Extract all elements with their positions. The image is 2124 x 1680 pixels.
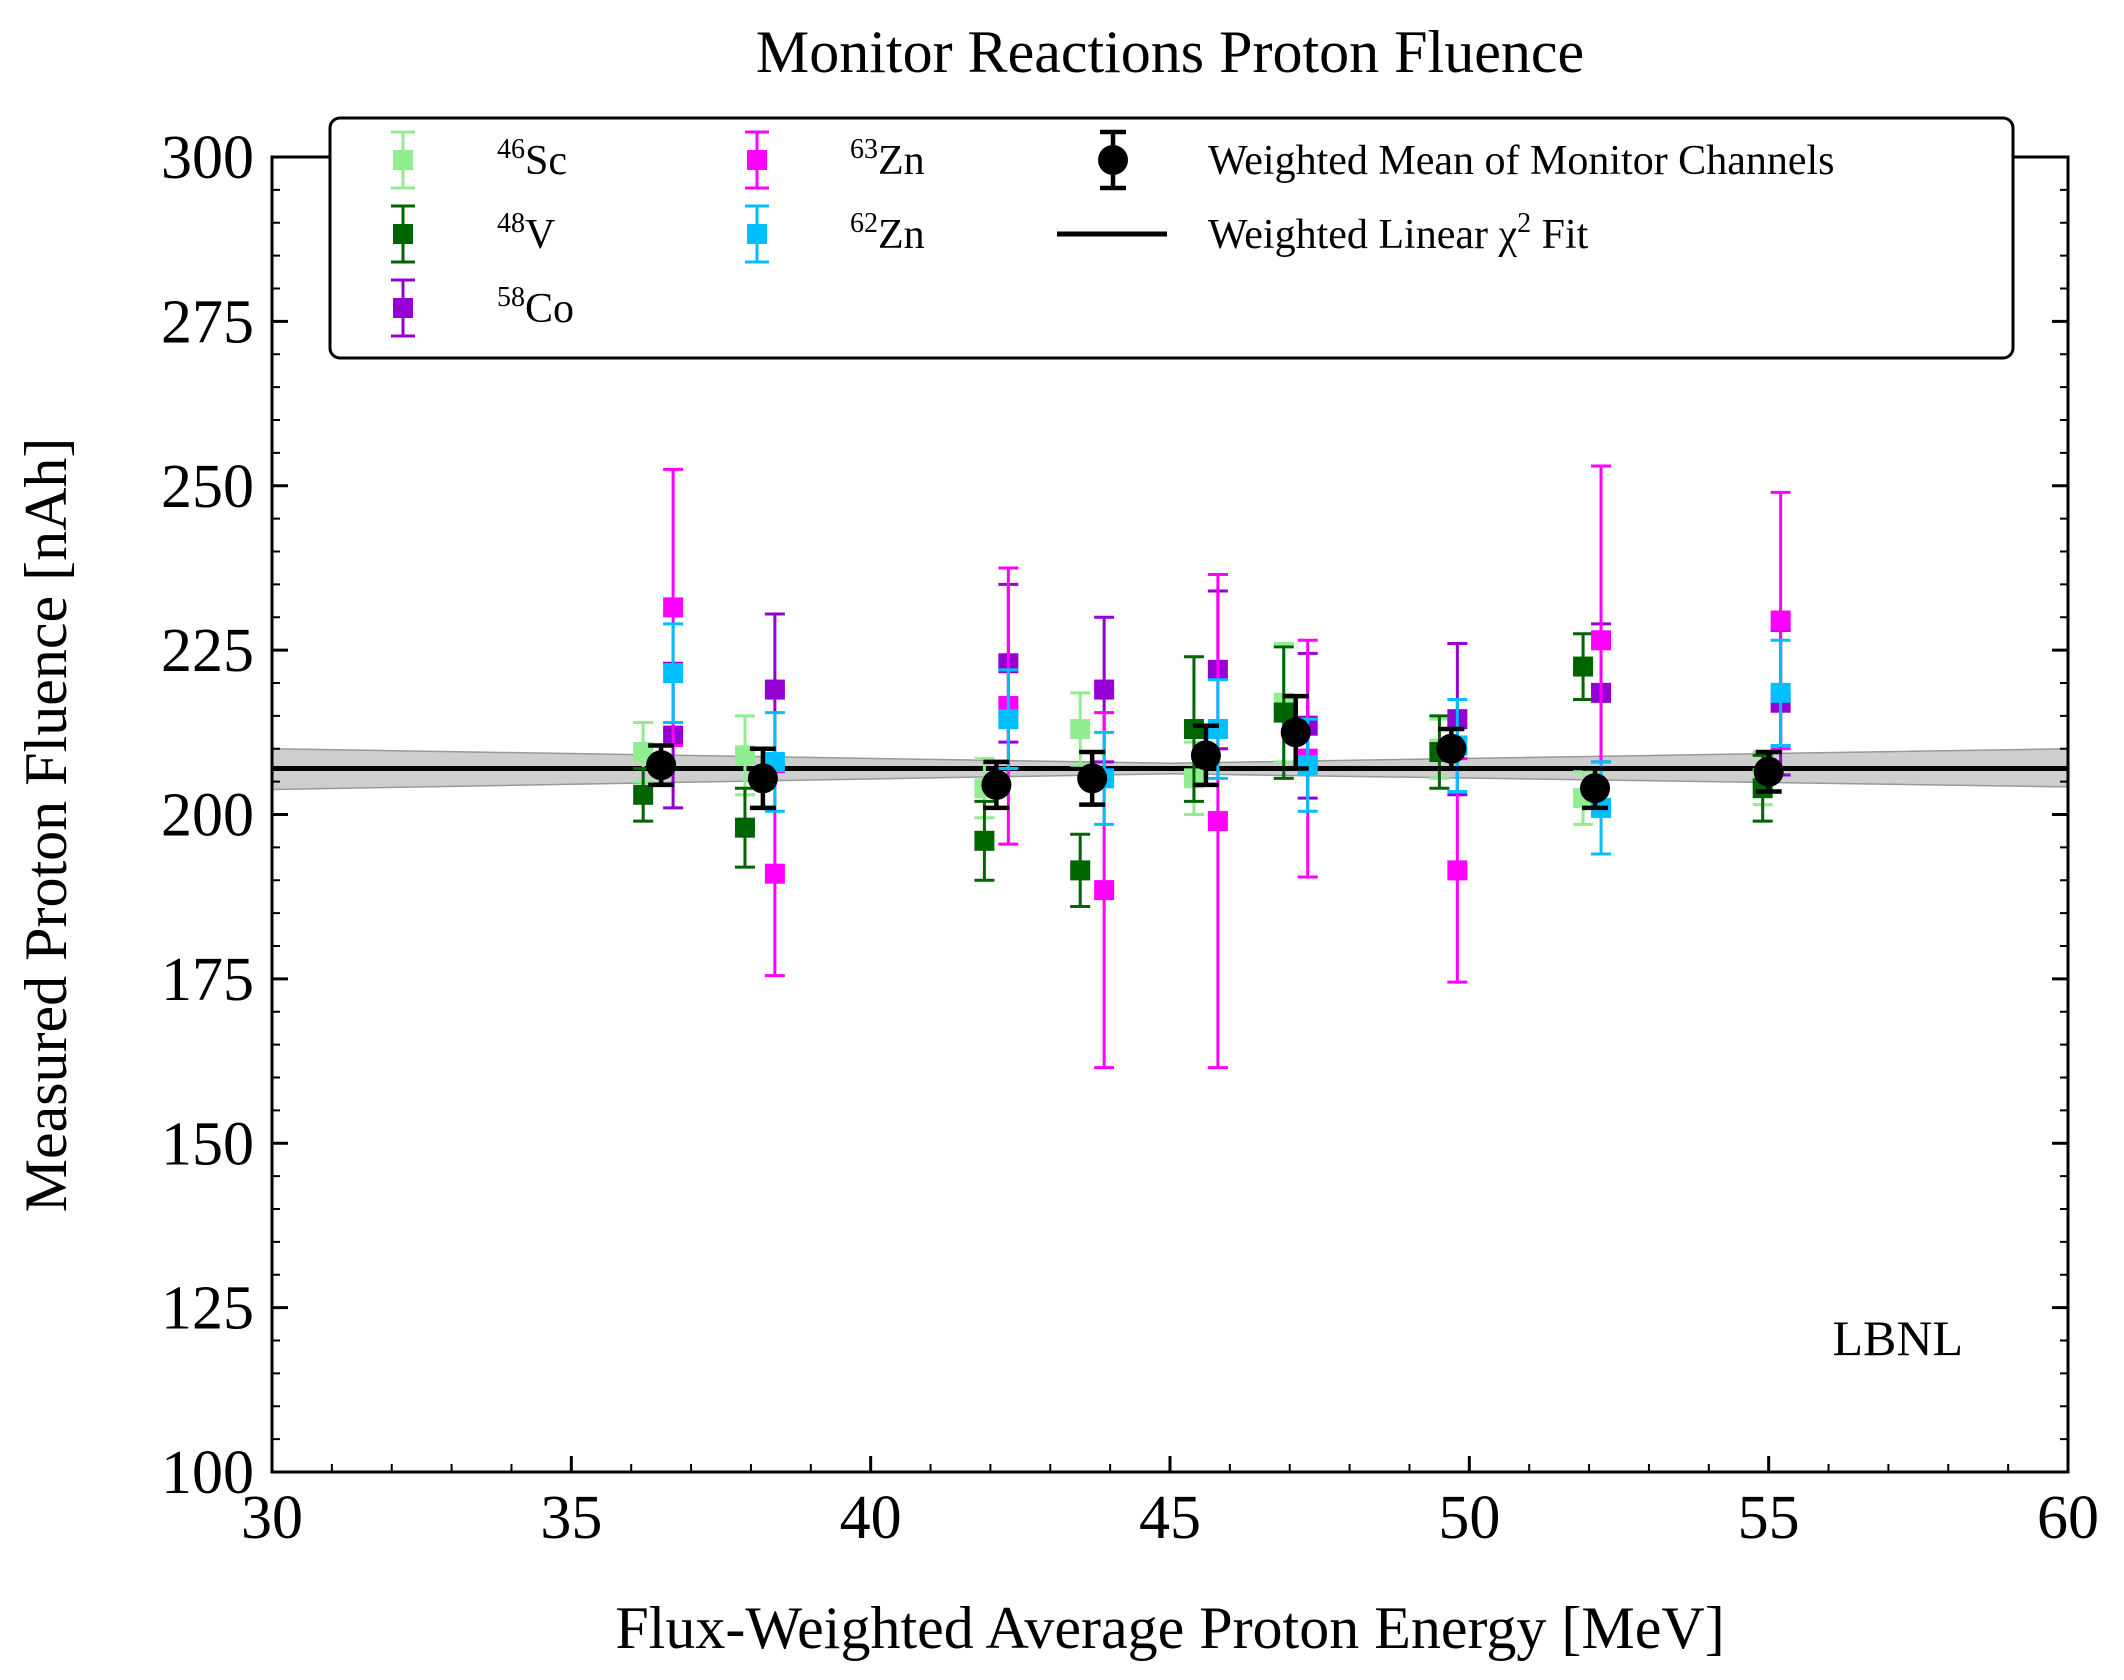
legend-marker: [391, 278, 415, 338]
legend-square: [393, 298, 413, 318]
data-point: [1183, 719, 1204, 740]
legend-label-sup: 62: [850, 208, 878, 239]
legend-marker: [745, 130, 769, 190]
legend-marker: [745, 204, 769, 264]
legend-label-base: Co: [525, 286, 574, 332]
legend-label-base: Sc: [525, 138, 567, 184]
legend-label: Weighted Mean of Monitor Channels: [1208, 138, 1835, 184]
x-tick-label: 30: [241, 1484, 303, 1552]
data-point: [747, 763, 778, 794]
y-tick-label: 225: [161, 617, 254, 685]
legend-fit-sup: 2: [1517, 208, 1531, 239]
legend-label: 48V: [497, 208, 555, 258]
y-axis-label: Measured Proton Fluence [nAh]: [13, 438, 79, 1213]
y-tick-label: 125: [161, 1275, 254, 1343]
data-point: [974, 830, 995, 851]
legend-circle: [1098, 145, 1128, 175]
data-point: [1094, 679, 1115, 700]
data-point: [998, 709, 1019, 730]
data-point: [1591, 630, 1612, 651]
legend-square: [747, 150, 767, 170]
legend-fit-main: Weighted Linear χ: [1208, 212, 1517, 258]
data-point: [663, 663, 684, 684]
data-point: [1070, 719, 1091, 740]
data-point: [1273, 702, 1294, 723]
y-tick-label: 250: [161, 453, 254, 521]
legend-entry-weighted-mean: Weighted Mean of Monitor Channels: [1098, 129, 1835, 191]
legend-label: Weighted Linear χ2 Fit: [1208, 208, 1589, 258]
legend-label-base: Zn: [878, 212, 925, 258]
legend-square: [393, 150, 413, 170]
y-tick-label: 300: [161, 124, 254, 192]
x-tick-label: 50: [1438, 1484, 1500, 1552]
legend-label: 62Zn: [850, 208, 925, 258]
data-point: [1190, 740, 1221, 771]
legend-label-base: V: [525, 212, 555, 258]
legend-fit-tail: Fit: [1531, 212, 1589, 258]
legend-label-sup: 63: [850, 134, 878, 165]
data-point: [1280, 717, 1311, 748]
y-tick-label: 150: [161, 1110, 254, 1178]
legend-marker: [391, 130, 415, 190]
data-point: [1094, 880, 1115, 901]
legend-label: 46Sc: [497, 134, 567, 184]
data-point: [1077, 763, 1108, 794]
legend-entry-fit: Weighted Linear χ2 Fit: [1057, 208, 1589, 258]
legend-label-sup: 58: [497, 282, 525, 313]
data-point: [1770, 610, 1791, 631]
y-tick-label: 100: [161, 1439, 254, 1507]
legend-entry-62zn: 62Zn: [745, 204, 925, 264]
legend-label-sup: 46: [497, 134, 525, 165]
data-layer: [633, 464, 1791, 1070]
x-tick-label: 40: [840, 1484, 902, 1552]
data-point: [764, 863, 785, 884]
data-point: [1447, 860, 1468, 881]
data-point: [734, 817, 755, 838]
legend-entry-46sc: 46Sc: [391, 130, 567, 190]
legend-label-base: Zn: [878, 138, 925, 184]
data-point: [663, 597, 684, 618]
series-weighted-mean-of-monitor-channels: [646, 693, 1784, 811]
legend-square: [393, 224, 413, 244]
legend-marker: [391, 204, 415, 264]
legend-box: [328, 116, 2015, 360]
data-point: [764, 679, 785, 700]
chart-title: Monitor Reactions Proton Fluence: [756, 19, 1584, 85]
data-point: [1770, 682, 1791, 703]
data-point: [633, 784, 654, 805]
x-axis-label: Flux-Weighted Average Proton Energy [MeV…: [615, 1595, 1724, 1661]
data-point: [1753, 756, 1784, 787]
data-point: [1070, 860, 1091, 881]
fit-layer: [271, 747, 2069, 791]
legend-entry-58co: 58Co: [391, 278, 574, 338]
data-point: [1436, 733, 1467, 764]
legend-label: 58Co: [497, 282, 574, 332]
x-tick-label: 35: [540, 1484, 602, 1552]
x-tick-label: 45: [1139, 1484, 1201, 1552]
data-point: [1207, 811, 1228, 832]
legend-entry-63zn: 63Zn: [745, 130, 925, 190]
data-point: [1580, 773, 1611, 804]
y-tick-label: 200: [161, 782, 254, 850]
y-tick-label: 275: [161, 288, 254, 356]
lbnl-annotation: LBNL: [1832, 1310, 1963, 1366]
x-tick-label: 55: [1738, 1484, 1800, 1552]
y-tick-label: 175: [161, 946, 254, 1014]
data-point: [1297, 755, 1318, 776]
data-point: [981, 769, 1012, 800]
legend-label: 63Zn: [850, 134, 925, 184]
data-point: [1207, 719, 1228, 740]
legend-label-sup: 48: [497, 208, 525, 239]
x-tick-label: 60: [2037, 1484, 2099, 1552]
legend-entry-48v: 48V: [391, 204, 555, 264]
legend-square: [747, 224, 767, 244]
data-point: [1573, 656, 1594, 677]
data-point: [646, 750, 677, 781]
axes-layer: 30 35 40 45 50 55 60 100 125 150 175 200 225 250 275 30…: [161, 124, 2099, 1552]
